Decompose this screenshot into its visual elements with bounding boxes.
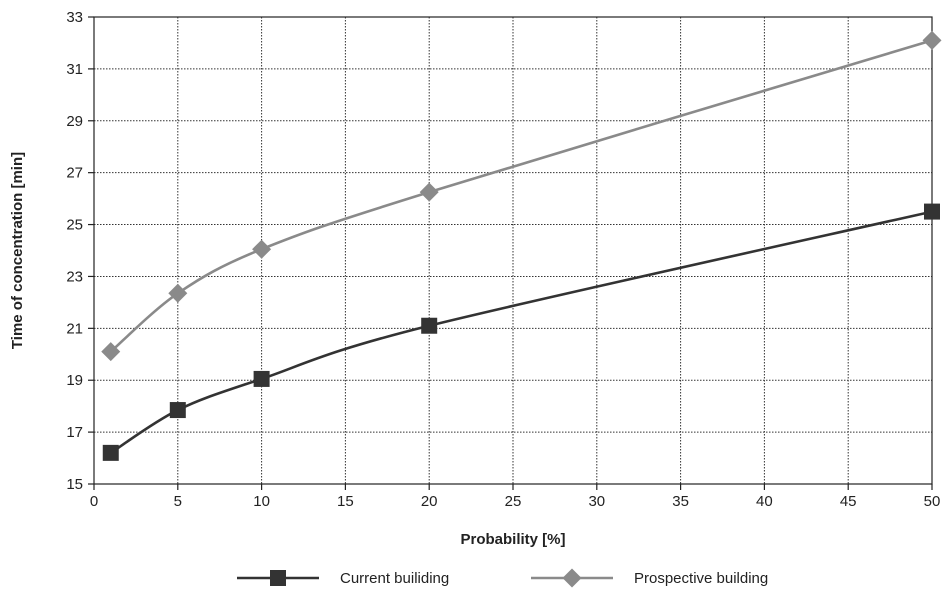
grid <box>94 17 932 484</box>
y-tick-label: 33 <box>66 9 83 26</box>
legend: Current builiding Prospective building <box>237 568 768 588</box>
x-tick-label: 35 <box>672 493 689 510</box>
y-axis-title: Time of concentration [min] <box>9 152 26 349</box>
data-point <box>922 30 942 50</box>
legend-marker <box>562 568 582 588</box>
y-tick-label: 29 <box>66 113 83 130</box>
x-tick-label: 15 <box>337 493 354 510</box>
data-point <box>924 203 940 220</box>
data-point <box>101 342 121 362</box>
data-point <box>419 182 439 202</box>
x-axis-title: Probability [%] <box>460 531 565 548</box>
y-tick-label: 23 <box>66 268 83 285</box>
y-tick-label: 31 <box>66 61 83 78</box>
series-line <box>110 210 933 454</box>
y-tick-label: 21 <box>66 320 83 337</box>
series-1 <box>102 203 940 461</box>
x-tick-label: 50 <box>924 493 941 510</box>
x-tick-label: 40 <box>756 493 773 510</box>
y-tick-label: 27 <box>66 165 83 182</box>
x-tick-label: 20 <box>421 493 438 510</box>
data-point <box>421 317 438 334</box>
data-point <box>102 444 119 461</box>
data-point <box>252 239 272 259</box>
series-group <box>101 30 942 461</box>
x-tick-label: 30 <box>588 493 605 510</box>
y-tick-label: 25 <box>66 217 83 234</box>
data-point <box>253 370 270 387</box>
legend-item: Current builiding <box>237 570 449 587</box>
x-tick-label: 5 <box>174 493 182 510</box>
x-tick-label: 45 <box>840 493 857 510</box>
legend-label: Prospective building <box>634 570 768 587</box>
x-tick-label: 25 <box>505 493 522 510</box>
legend-marker <box>270 570 286 586</box>
x-tick-label: 10 <box>253 493 270 510</box>
x-tick-label: 0 <box>90 493 98 510</box>
legend-item: Prospective building <box>531 568 768 588</box>
data-point <box>168 283 188 303</box>
data-point <box>169 402 186 419</box>
y-tick-label: 15 <box>66 476 83 493</box>
axis-ticks: 0 5 10 15 20 25 30 35 40 45 50 15 17 19 21 23 25 27 29 31 33 <box>66 9 940 510</box>
y-tick-label: 19 <box>66 372 83 389</box>
series-2 <box>101 30 942 362</box>
y-tick-label: 17 <box>66 424 83 441</box>
legend-label: Current builiding <box>340 570 449 587</box>
